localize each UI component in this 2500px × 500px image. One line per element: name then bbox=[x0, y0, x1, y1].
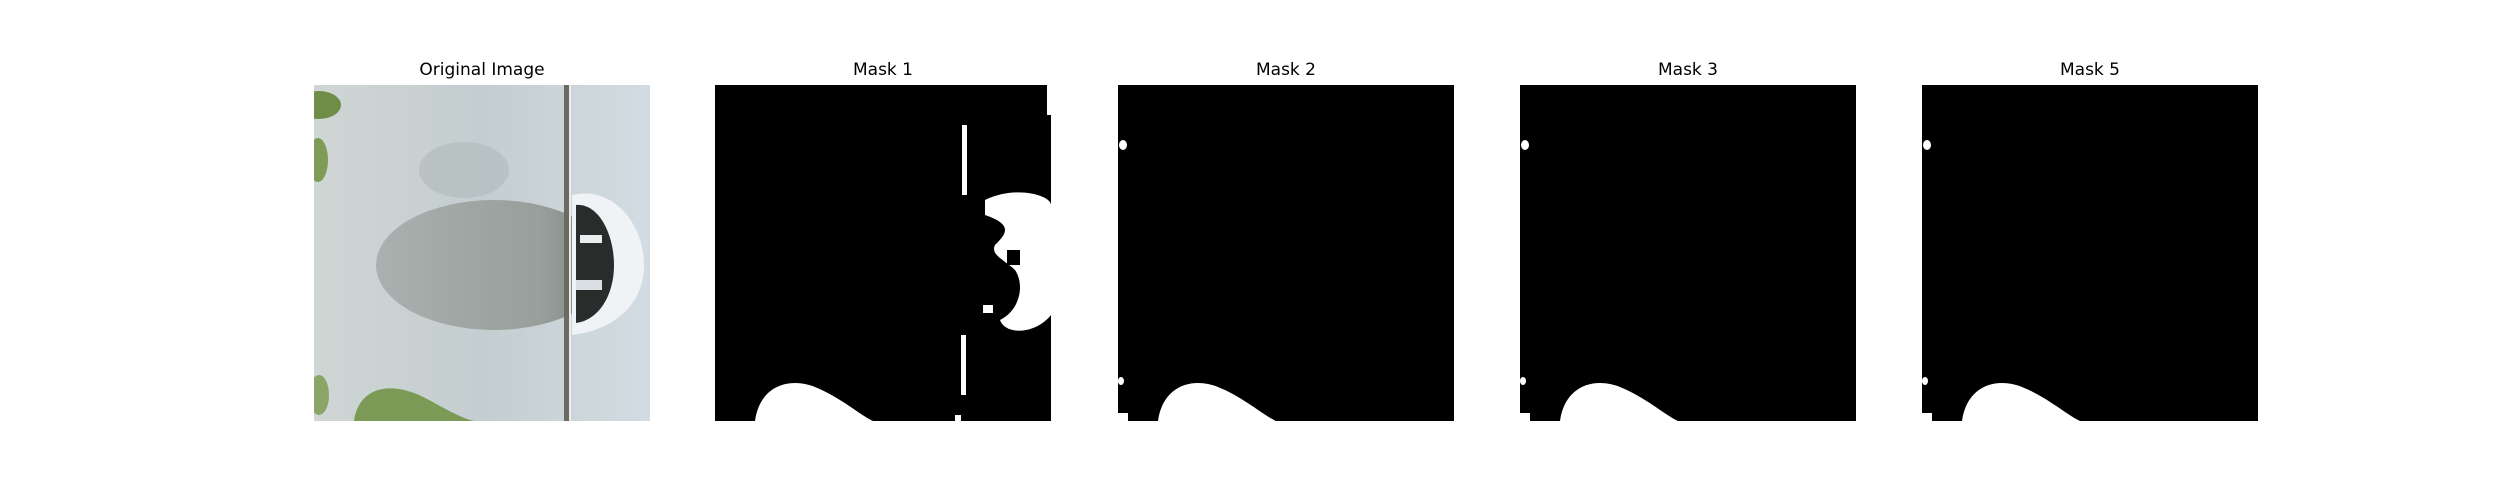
original-image bbox=[314, 85, 650, 421]
panel-title: Original Image bbox=[419, 60, 545, 80]
original-photo-graphic bbox=[314, 85, 650, 421]
mask-2-image bbox=[1118, 85, 1454, 421]
mask-5-image bbox=[1922, 85, 2258, 421]
mask-3-image bbox=[1520, 85, 1856, 421]
mask-2-graphic bbox=[1118, 85, 1454, 421]
mask-1-graphic bbox=[715, 85, 1051, 421]
mask-1-image bbox=[715, 85, 1051, 421]
panel-title: Mask 2 bbox=[1255, 60, 1316, 80]
panel-title: Mask 5 bbox=[2059, 60, 2120, 80]
mask-5-graphic bbox=[1922, 85, 2258, 421]
panel-title: Mask 3 bbox=[1657, 60, 1718, 80]
panel-title: Mask 1 bbox=[852, 60, 913, 80]
mask-3-graphic bbox=[1520, 85, 1856, 421]
